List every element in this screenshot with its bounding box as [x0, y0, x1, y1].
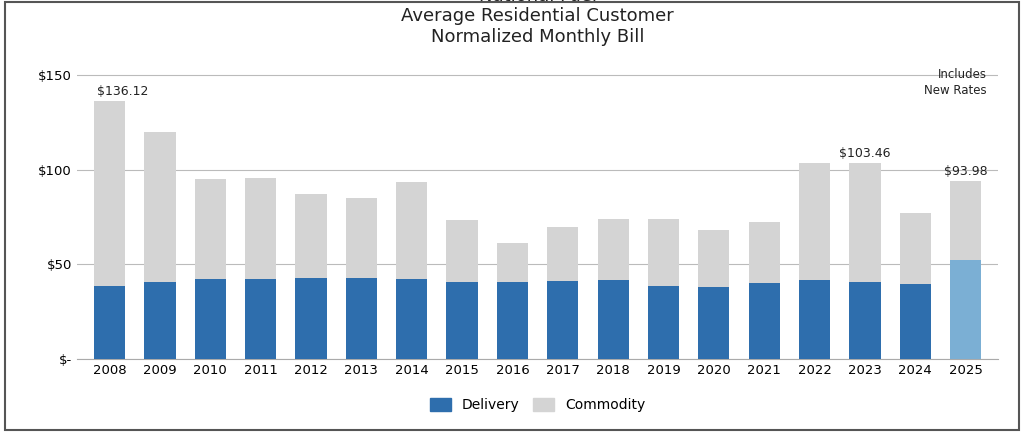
Bar [446, 282, 477, 359]
Text: $93.98: $93.98 [944, 165, 987, 178]
Bar [849, 282, 881, 359]
Bar [950, 181, 981, 260]
Text: $136.12: $136.12 [97, 86, 148, 98]
Bar [195, 279, 226, 359]
Bar [245, 279, 276, 359]
Bar [295, 194, 327, 278]
Bar [799, 163, 830, 280]
Bar [94, 101, 125, 286]
Bar [245, 178, 276, 279]
Bar [547, 281, 579, 359]
Bar [698, 287, 729, 359]
Bar [598, 219, 629, 280]
Title: National Fuel
Average Residential Customer
Normalized Monthly Bill: National Fuel Average Residential Custom… [401, 0, 674, 46]
Bar [799, 280, 830, 359]
Bar [950, 260, 981, 359]
Bar [94, 286, 125, 359]
Bar [396, 279, 427, 359]
Bar [547, 227, 579, 281]
Bar [749, 222, 780, 283]
Bar [295, 278, 327, 359]
Bar [396, 182, 427, 279]
Bar [900, 213, 931, 284]
Bar [698, 230, 729, 287]
Bar [446, 219, 477, 282]
Bar [900, 284, 931, 359]
Bar [497, 282, 528, 359]
Bar [346, 198, 377, 278]
Bar [849, 163, 881, 282]
Bar [144, 132, 175, 282]
Bar [346, 278, 377, 359]
Bar [598, 280, 629, 359]
Bar [648, 286, 679, 359]
Bar [749, 283, 780, 359]
Legend: Delivery, Commodity: Delivery, Commodity [430, 398, 645, 412]
Bar [648, 219, 679, 286]
Bar [497, 243, 528, 282]
Bar [195, 179, 226, 279]
Text: Includes
New Rates: Includes New Rates [925, 67, 987, 96]
Text: $103.46: $103.46 [840, 147, 891, 160]
Bar [144, 282, 175, 359]
